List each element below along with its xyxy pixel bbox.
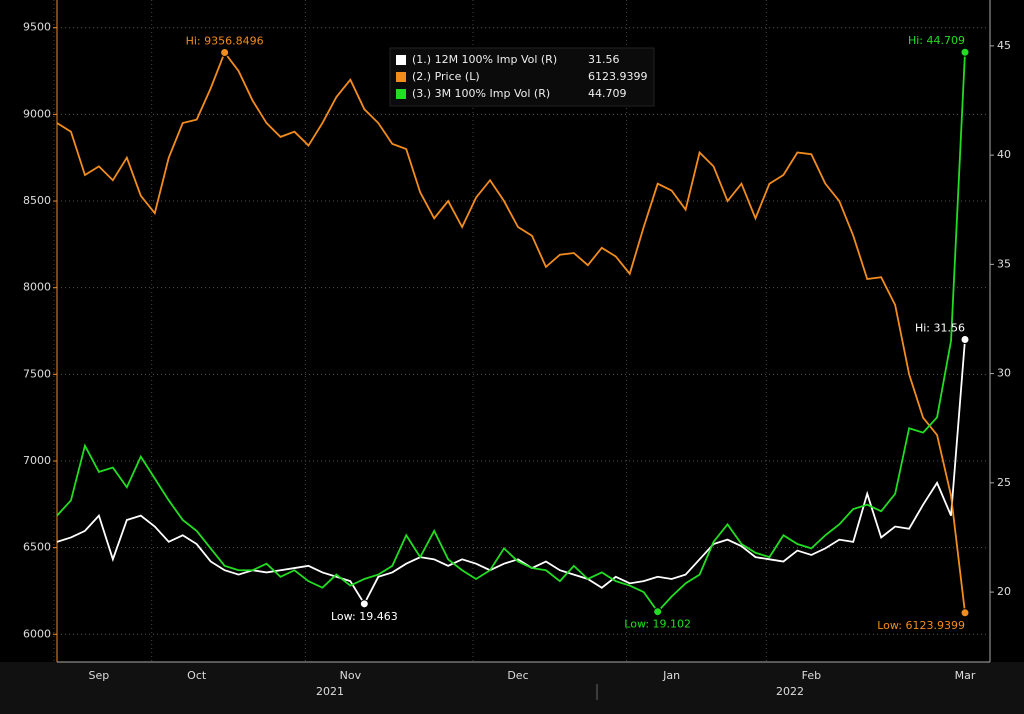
x-tick-label: Mar — [955, 669, 976, 682]
y-tick-label: 6000 — [23, 627, 51, 640]
legend-label: (2.) Price (L) — [412, 70, 480, 83]
year-label: 2022 — [776, 685, 804, 698]
legend-swatch — [396, 72, 406, 82]
legend-swatch — [396, 89, 406, 99]
y2-tick-label: 45 — [997, 39, 1011, 52]
x-tick-label: Dec — [507, 669, 528, 682]
legend-label: (3.) 3M 100% Imp Vol (R) — [412, 87, 550, 100]
annotation-dot — [960, 608, 970, 618]
year-label: 2021 — [316, 685, 344, 698]
annotation: Hi: 9356.8496 — [186, 35, 264, 48]
y-tick-label: 7000 — [23, 454, 51, 467]
annotation: Low: 19.102 — [624, 618, 691, 631]
x-tick-label: Nov — [340, 669, 362, 682]
annotation-dot — [960, 47, 970, 57]
legend-value: 44.709 — [588, 87, 627, 100]
annotation: Hi: 44.709 — [908, 34, 965, 47]
y2-tick-label: 25 — [997, 476, 1011, 489]
x-tick-label: Sep — [89, 669, 110, 682]
y2-tick-label: 40 — [997, 148, 1011, 161]
x-tick-label: Jan — [662, 669, 680, 682]
series-line — [56, 50, 966, 613]
y-tick-label: 8000 — [23, 281, 51, 294]
y2-tick-label: 20 — [997, 585, 1011, 598]
annotation: Hi: 31.56 — [915, 322, 965, 335]
x-axis-strip — [0, 662, 1024, 714]
y2-tick-label: 30 — [997, 367, 1011, 380]
y-tick-label: 9500 — [23, 21, 51, 34]
annotation-dot — [653, 607, 663, 617]
y-tick-label: 8500 — [23, 194, 51, 207]
annotation: Low: 19.463 — [331, 610, 398, 623]
y-tick-label: 7500 — [23, 367, 51, 380]
legend-value: 6123.9399 — [588, 70, 648, 83]
annotation-dot — [960, 335, 970, 345]
y2-tick-label: 35 — [997, 257, 1011, 270]
legend-value: 31.56 — [588, 53, 620, 66]
x-tick-label: Feb — [802, 669, 821, 682]
y-tick-label: 6500 — [23, 541, 51, 554]
legend-swatch — [396, 55, 406, 65]
annotation-dot — [359, 599, 369, 609]
annotation-dot — [220, 48, 230, 58]
legend-label: (1.) 12M 100% Imp Vol (R) — [412, 53, 557, 66]
annotation: Low: 6123.9399 — [877, 619, 965, 632]
y-tick-label: 9000 — [23, 107, 51, 120]
series-line — [56, 339, 966, 606]
series-line — [56, 52, 966, 614]
x-tick-label: Oct — [187, 669, 207, 682]
legend-box — [389, 47, 655, 107]
